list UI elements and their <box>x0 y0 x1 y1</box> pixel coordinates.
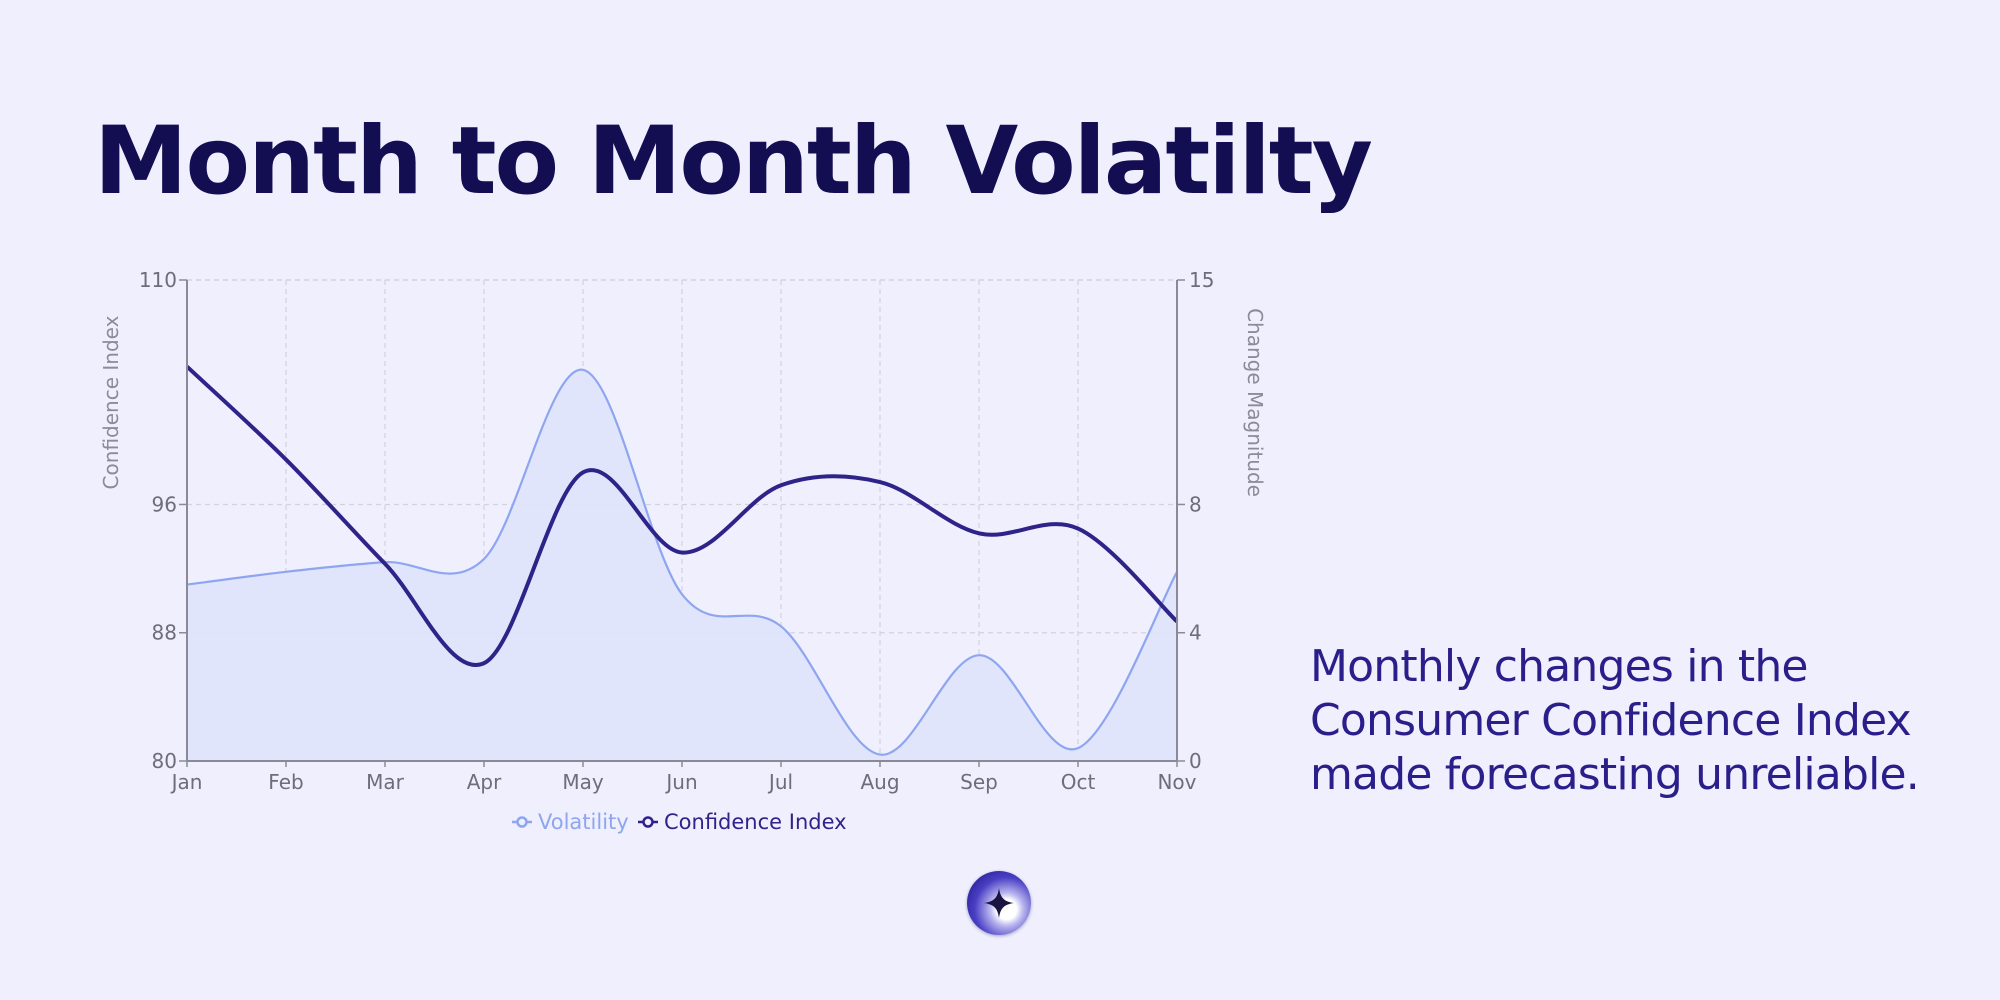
right-tick-label: 8 <box>1189 492 1202 516</box>
x-tick-label: Jul <box>767 770 793 794</box>
slide-title: Month to Month Volatilty <box>94 107 1373 216</box>
confidence-index-line <box>185 365 1179 668</box>
right-tick-label: 0 <box>1189 749 1202 773</box>
x-tick-label: Mar <box>366 770 405 794</box>
slide-caption: Monthly changes in the Consumer Confiden… <box>1310 641 1920 800</box>
left-tick-label: 80 <box>152 749 177 773</box>
volatility-line <box>186 368 1178 756</box>
legend-confidence-index: Confidence Index <box>638 810 847 834</box>
left-tick-label: 96 <box>152 492 177 516</box>
legend-swatch-marker <box>642 816 654 828</box>
right-tick-label: 4 <box>1189 621 1202 645</box>
x-tick-label: Oct <box>1061 770 1096 794</box>
left-tick-label: 88 <box>152 621 177 645</box>
x-tick-label: Aug <box>860 770 899 794</box>
x-tick-label: Apr <box>467 770 502 794</box>
axes: Jan Feb Mar Apr May Jun Jul Aug Sep Oct Nov8088961… <box>99 268 1267 794</box>
x-tick-label: May <box>562 770 604 794</box>
x-tick-label: Jun <box>664 770 697 794</box>
x-tick-label: Sep <box>960 770 998 794</box>
legend-label: Volatility <box>538 810 629 834</box>
x-tick-label: Feb <box>268 770 303 794</box>
right-tick-label: 15 <box>1189 268 1214 292</box>
x-tick-label: Jan <box>170 770 203 794</box>
x-tick-label: Nov <box>1157 770 1196 794</box>
legend: Volatility Confidence Index <box>512 810 847 834</box>
legend-volatility: Volatility <box>512 810 629 834</box>
legend-label: Confidence Index <box>664 810 847 834</box>
sparkle-star-icon <box>984 888 1014 918</box>
legend-swatch-marker <box>516 816 528 828</box>
left-tick-label: 110 <box>139 268 177 292</box>
left-axis-title: Confidence Index <box>99 315 123 489</box>
right-axis-title: Change Magnitude <box>1243 308 1267 497</box>
brand-logo <box>967 871 1031 935</box>
volatility-area <box>187 369 1177 761</box>
